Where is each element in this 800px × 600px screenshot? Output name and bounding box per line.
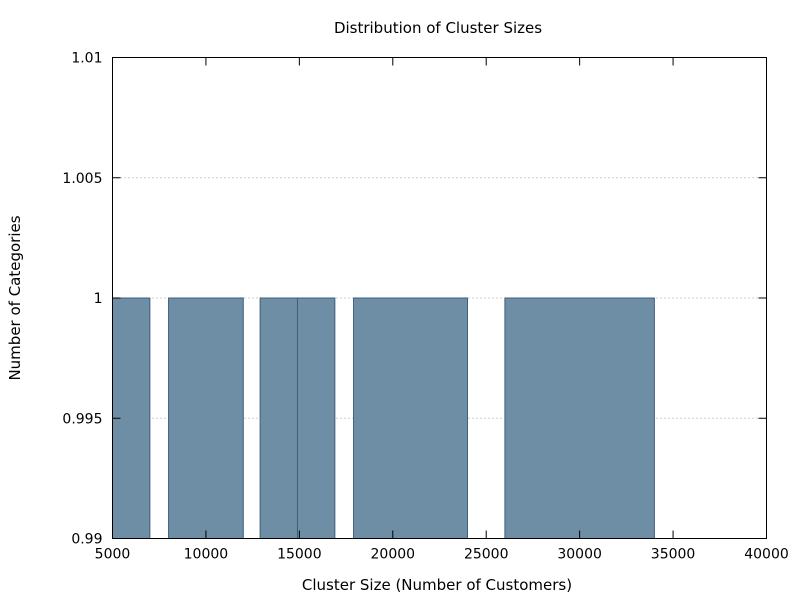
bar-6 <box>504 297 655 539</box>
y-tick-label: 1 <box>94 291 103 307</box>
bar-2 <box>168 297 244 539</box>
x-tick-label: 25000 <box>464 547 509 563</box>
x-tick-label: 10000 <box>184 547 229 563</box>
x-tick-label: 35000 <box>651 547 696 563</box>
y-tick-label: 0.995 <box>62 411 102 427</box>
y-axis-title: Number of Categories <box>6 215 24 380</box>
x-tick-label: 15000 <box>277 547 322 563</box>
y-tick-label: 0.99 <box>71 532 102 548</box>
ticks: 0.99 0.995 1 1.005 1.01 5000 10000 15000 20000 25… <box>62 51 788 563</box>
chart-title: Distribution of Cluster Sizes <box>334 19 542 37</box>
y-tick-label: 1.005 <box>62 171 102 187</box>
x-tick-label: 5000 <box>95 547 131 563</box>
bar-5 <box>353 297 469 539</box>
x-axis-title: Cluster Size (Number of Customers) <box>302 576 572 594</box>
bars <box>112 297 655 539</box>
x-tick-label: 40000 <box>744 547 789 563</box>
x-tick-label: 30000 <box>557 547 602 563</box>
bar-4 <box>296 297 336 539</box>
y-tick-label: 1.01 <box>71 51 102 67</box>
x-tick-label: 20000 <box>371 547 416 563</box>
bar-3 <box>259 297 298 539</box>
